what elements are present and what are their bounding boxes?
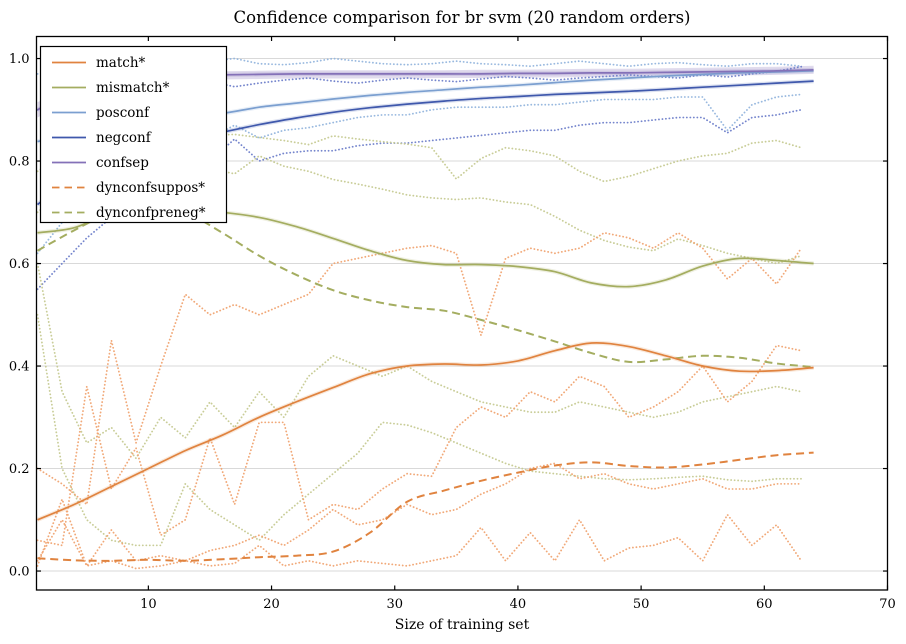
series-mismatch-lower-env (36, 262, 803, 460)
legend-label: posconf (96, 105, 150, 121)
x-tick-label: 50 (633, 597, 650, 612)
legend-item-negconf: negconf (52, 130, 152, 146)
series-match-lower-env (36, 462, 803, 568)
legend-item-dynconfsuppos: dynconfsuppos* (52, 180, 205, 196)
x-tick-label: 70 (879, 597, 896, 612)
legend-label: match* (96, 55, 146, 71)
x-tick-label: 60 (756, 597, 773, 612)
x-tick-label: 30 (386, 597, 403, 612)
series-dynconfpreneg-upper-env (36, 154, 803, 265)
plot-border (35, 35, 889, 591)
series-match-upper-env (36, 231, 803, 507)
tick-labels: 10 20 30 40 50 60 70 0.0 0.2 0.4 0.6 0.8 1.0 (9, 52, 896, 612)
chart-title: Confidence comparison for br svm (20 ran… (234, 8, 691, 27)
legend-label: negconf (96, 130, 152, 146)
y-tick-label: 0.2 (9, 462, 30, 477)
legend-item-dynconfpreneg: dynconfpreneg* (52, 205, 206, 221)
y-tick-label: 0.0 (9, 565, 30, 580)
axis-ticks (36, 36, 889, 590)
y-tick-label: 0.4 (9, 360, 30, 375)
legend-label: dynconfpreneg* (96, 205, 206, 221)
y-tick-label: 0.8 (9, 155, 30, 170)
legend-label: confsep (96, 155, 149, 171)
legend: match* mismatch* posconf negconf confsep dync… (39, 45, 228, 224)
x-tick-label: 10 (140, 597, 157, 612)
legend-label: mismatch* (96, 80, 170, 96)
y-tick-label: 1.0 (9, 52, 30, 67)
series-match (37, 342, 814, 521)
x-tick-label: 20 (263, 597, 280, 612)
y-tick-label: 0.6 (9, 257, 30, 272)
legend-label: dynconfsuppos* (96, 180, 205, 196)
x-tick-label: 40 (510, 597, 527, 612)
legend-item-match: match* (52, 55, 146, 71)
legend-item-mismatch: mismatch* (52, 80, 170, 96)
series-dynconfsuppos-lower-env (36, 496, 803, 570)
grid (36, 58, 888, 572)
legend-item-posconf: posconf (52, 105, 150, 121)
legend-box (39, 45, 228, 224)
x-axis-label: Size of training set (395, 617, 530, 633)
confsep-band (37, 65, 814, 118)
confsep-band (37, 65, 814, 118)
series-dynconfsuppos (37, 451, 814, 562)
series-dynconfsuppos-upper-env (36, 344, 803, 547)
legend-item-confsep: confsep (52, 155, 149, 171)
series-mismatch-upper-env (36, 119, 803, 183)
series-dynconfpreneg-lower-env (36, 313, 803, 547)
